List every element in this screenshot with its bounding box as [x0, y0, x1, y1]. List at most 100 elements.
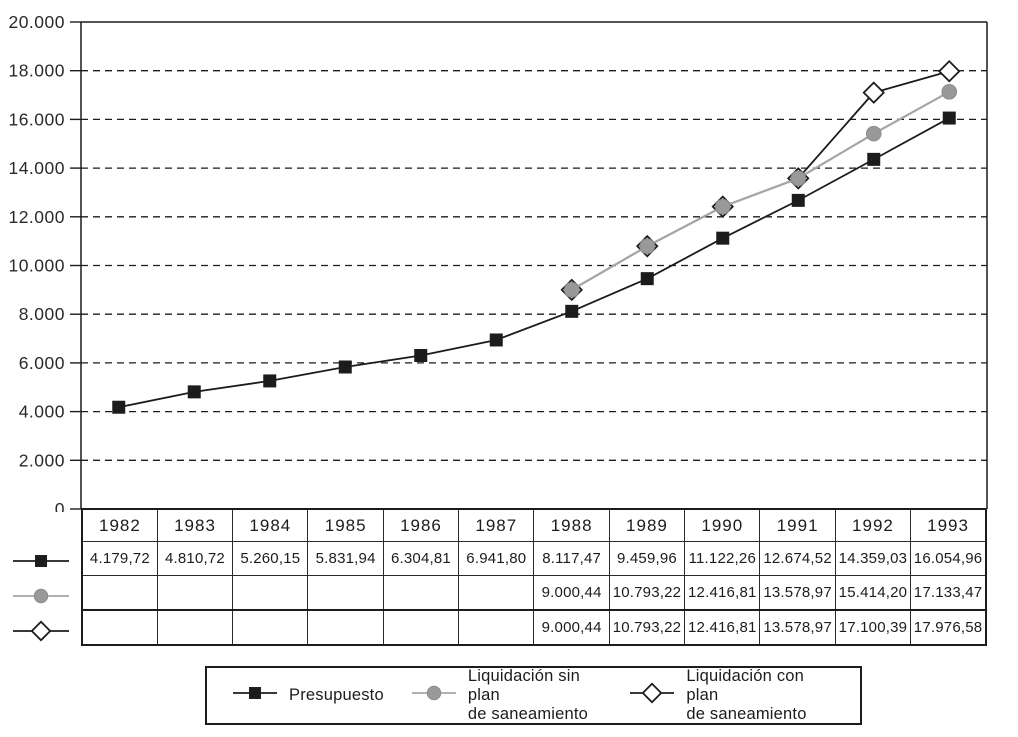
chart-legend: Presupuesto Liquidación sin plan de sane… — [205, 666, 862, 725]
y-axis-tick-label: 0 — [55, 499, 65, 512]
marker-square — [263, 374, 277, 388]
value-cell — [307, 609, 384, 646]
legend-label-line: Liquidación sin plan — [467, 667, 581, 705]
table-year-row: 1982 1983 1984 1985 1986 1987 1988 1989 1990 1991… — [81, 508, 987, 542]
value-cell: 12.416,81 — [684, 575, 761, 611]
circle-marker-icon — [411, 685, 456, 701]
square-marker-icon — [12, 554, 69, 567]
y-axis-tick-label: 2.000 — [19, 450, 65, 470]
marker-diamond — [937, 59, 961, 83]
year-cell: 1984 — [232, 508, 309, 542]
value-cell — [81, 609, 158, 646]
value-cell — [156, 575, 234, 611]
marker-square — [565, 304, 579, 318]
circle-marker-icon — [410, 681, 458, 710]
legend-label-line: de saneamiento — [467, 704, 589, 723]
data-table: 1982 1983 1984 1985 1986 1987 1988 1989 1990 1991… — [81, 508, 987, 646]
y-axis-tick-label: 12.000 — [8, 207, 65, 227]
marker-circle — [639, 238, 656, 254]
table-row-diamond: 9.000,44 10.793,22 12.416,81 13.578,97 17.10… — [81, 609, 987, 646]
year-cell: 1992 — [834, 508, 912, 542]
y-axis-tick-label: 18.000 — [8, 61, 65, 81]
value-cell: 16.054,96 — [910, 541, 987, 576]
legend-label-line: de saneamiento — [686, 704, 807, 723]
y-axis-tick-label: 20.000 — [8, 12, 65, 32]
marker-square — [112, 400, 126, 414]
value-cell: 10.793,22 — [608, 575, 686, 611]
value-cell: 5.260,15 — [232, 541, 309, 576]
value-cell — [458, 575, 535, 611]
marker-square — [489, 333, 503, 347]
legend-item-presupuesto: Presupuesto — [231, 681, 384, 710]
value-cell: 6.304,81 — [382, 541, 460, 576]
data-table-wrap: 1982 1983 1984 1985 1986 1987 1988 1989 1990 1991… — [81, 508, 987, 646]
value-cell — [458, 609, 535, 646]
marker-circle — [941, 84, 958, 100]
marker-circle — [790, 170, 807, 187]
circle-marker-icon — [12, 588, 69, 603]
value-cell: 17.133,47 — [910, 575, 987, 611]
y-axis-tick-label: 8.000 — [19, 304, 65, 324]
year-cell: 1993 — [910, 508, 987, 542]
series-line-circle — [571, 90, 950, 291]
year-cell: 1985 — [307, 508, 384, 542]
value-cell: 10.793,22 — [608, 609, 686, 646]
value-cell: 8.117,47 — [533, 541, 610, 576]
value-cell: 14.359,03 — [834, 541, 912, 576]
value-cell: 17.976,58 — [910, 609, 987, 646]
y-axis-tick-label: 10.000 — [8, 256, 65, 276]
marker-circle — [563, 282, 580, 298]
legend-label: Presupuesto — [289, 686, 384, 705]
value-cell — [382, 575, 460, 611]
value-cell: 4.179,72 — [81, 541, 158, 576]
year-cell: 1991 — [759, 508, 836, 542]
legend-label: Liquidación con plan de saneamiento — [686, 667, 826, 724]
marker-diamond — [641, 682, 663, 704]
value-cell: 9.000,44 — [533, 609, 610, 646]
legend-label-line: Presupuesto — [289, 686, 384, 705]
series-marker-cell — [0, 613, 81, 648]
value-cell: 13.578,97 — [759, 609, 836, 646]
year-cell: 1987 — [458, 508, 535, 542]
year-cell: 1986 — [382, 508, 460, 542]
legend-label-line: Liquidación con plan — [686, 667, 805, 705]
table-series-marker-column — [0, 508, 81, 648]
legend-label: Liquidación sin plan de saneamiento — [468, 667, 603, 724]
value-cell — [232, 609, 309, 646]
series-marker-cell — [0, 543, 81, 578]
value-cell: 9.459,96 — [608, 541, 686, 576]
marker-square — [791, 193, 805, 207]
diamond-marker-icon — [12, 620, 69, 641]
marker-square — [942, 111, 956, 125]
legend-item-liquidacion-con-plan: Liquidación con plan de saneamiento — [628, 667, 826, 724]
marker-circle — [426, 685, 442, 701]
series-line-square — [118, 117, 950, 409]
marker-square — [338, 360, 352, 374]
marker-square — [414, 348, 428, 362]
value-cell: 9.000,44 — [533, 575, 610, 611]
value-cell — [307, 575, 384, 611]
year-cell: 1990 — [684, 508, 761, 542]
value-cell: 5.831,94 — [307, 541, 384, 576]
marker-square — [640, 272, 654, 286]
marker-column-spacer — [0, 508, 81, 543]
table-row-circle: 9.000,44 10.793,22 12.416,81 13.578,97 15.41… — [81, 575, 987, 611]
square-marker-icon — [233, 687, 277, 699]
value-cell — [232, 575, 309, 611]
value-cell — [156, 609, 234, 646]
marker-square — [716, 231, 730, 245]
marker-square — [187, 385, 201, 399]
value-cell: 17.100,39 — [834, 609, 912, 646]
marker-square — [867, 152, 881, 166]
value-cell — [81, 575, 158, 611]
value-cell: 6.941,80 — [458, 541, 535, 576]
value-cell: 4.810,72 — [156, 541, 234, 576]
series-marker-cell — [0, 578, 81, 613]
y-axis-tick-label: 6.000 — [19, 353, 65, 373]
table-row-square: 4.179,72 4.810,72 5.260,15 5.831,94 6.304,81… — [81, 541, 987, 576]
marker-circle — [865, 125, 882, 142]
marker-circle — [33, 588, 48, 603]
marker-square — [249, 687, 261, 699]
year-cell: 1983 — [156, 508, 234, 542]
